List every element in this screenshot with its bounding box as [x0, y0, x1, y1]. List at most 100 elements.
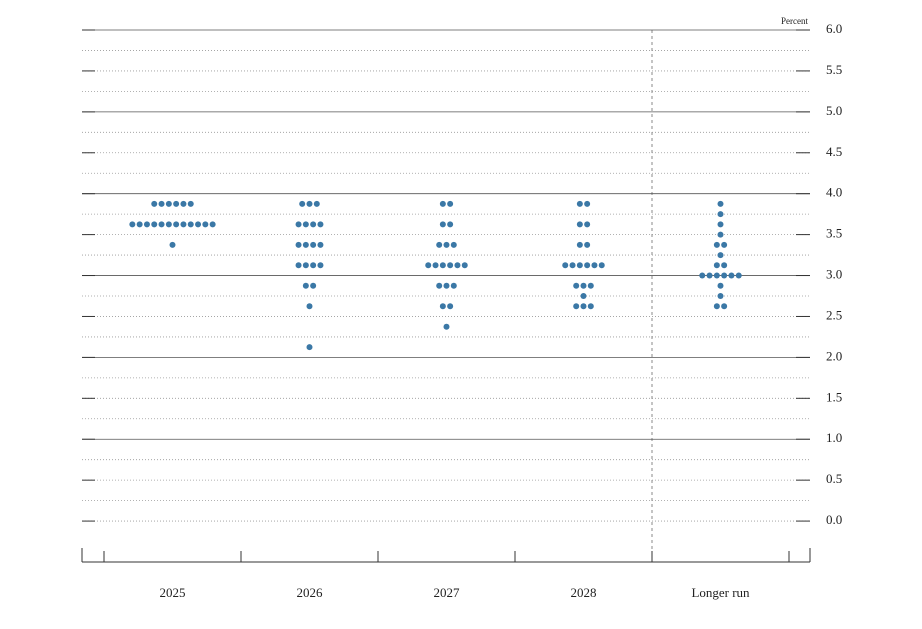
dot: [158, 221, 165, 228]
y-tick-label: 1.5: [826, 389, 842, 404]
dot: [425, 262, 432, 269]
y-tick-label: 3.0: [826, 267, 842, 282]
dot: [169, 241, 176, 248]
x-tick-label: 2028: [571, 585, 597, 600]
dot: [580, 303, 587, 310]
dot: [713, 262, 720, 269]
dot: [450, 282, 457, 289]
dot: [717, 282, 724, 289]
dot: [195, 221, 202, 228]
dot: [317, 262, 324, 269]
dot: [562, 262, 569, 269]
dot: [173, 221, 180, 228]
dot: [573, 282, 580, 289]
dot: [295, 221, 302, 228]
dot: [721, 241, 728, 248]
dot: [713, 303, 720, 310]
y-axis-label: Percent: [781, 16, 808, 26]
dot: [306, 200, 313, 207]
dot: [587, 303, 594, 310]
dot: [717, 211, 724, 218]
dot: [310, 282, 317, 289]
dot: [151, 200, 158, 207]
dot: [717, 252, 724, 259]
dot: [721, 272, 728, 279]
dot: [443, 323, 450, 330]
dot: [136, 221, 143, 228]
dot: [295, 241, 302, 248]
dot: [584, 221, 591, 228]
dot: [317, 241, 324, 248]
dot: [717, 221, 724, 228]
dot: [447, 303, 454, 310]
dot: [439, 262, 446, 269]
dot: [173, 200, 180, 207]
x-tick-label: Longer run: [691, 585, 750, 600]
dot: [569, 262, 576, 269]
y-tick-label: 4.5: [826, 144, 842, 159]
dot: [699, 272, 706, 279]
dot: [587, 282, 594, 289]
dot: [187, 200, 194, 207]
dot: [302, 282, 309, 289]
dot: [443, 241, 450, 248]
y-tick-label: 2.0: [826, 348, 842, 363]
dot: [450, 241, 457, 248]
dot: [584, 241, 591, 248]
y-tick-label: 1.0: [826, 430, 842, 445]
dot: [591, 262, 598, 269]
y-tick-label: 3.5: [826, 226, 842, 241]
dot: [713, 272, 720, 279]
dot: [706, 272, 713, 279]
y-tick-label: 5.0: [826, 103, 842, 118]
dot: [306, 344, 313, 351]
dot: [717, 200, 724, 207]
dot: [439, 200, 446, 207]
dot: [454, 262, 461, 269]
dot: [302, 221, 309, 228]
y-tick-label: 0.5: [826, 471, 842, 486]
dot: [432, 262, 439, 269]
dot: [310, 262, 317, 269]
dot: [447, 200, 454, 207]
dot: [584, 262, 591, 269]
dot: [313, 200, 320, 207]
dot: [317, 221, 324, 228]
dot: [461, 262, 468, 269]
dot: [580, 293, 587, 299]
dot: [158, 200, 165, 207]
dot: [151, 221, 158, 228]
dot: [180, 200, 187, 207]
dot: [180, 221, 187, 228]
dot: [447, 262, 454, 269]
dot: [735, 272, 742, 279]
y-tick-label: 2.5: [826, 307, 842, 322]
y-tick-label: 5.5: [826, 62, 842, 77]
dot: [310, 221, 317, 228]
y-tick-label: 0.0: [826, 512, 842, 527]
x-tick-label: 2025: [160, 585, 186, 600]
dot: [202, 221, 209, 228]
dot: [302, 262, 309, 269]
dot: [576, 221, 583, 228]
dot: [143, 221, 150, 228]
dot: [573, 303, 580, 310]
dot: [728, 272, 735, 279]
dot: [717, 231, 724, 238]
dot: [310, 241, 317, 248]
dot: [129, 221, 136, 228]
dot: [584, 200, 591, 207]
dot: [439, 303, 446, 310]
dot: [576, 262, 583, 269]
dot: [209, 221, 216, 228]
dot: [295, 262, 302, 269]
dot: [165, 200, 172, 207]
y-tick-label: 4.0: [826, 185, 842, 200]
dot: [306, 303, 313, 310]
x-tick-label: 2027: [434, 585, 461, 600]
dot: [721, 303, 728, 310]
dot: [439, 221, 446, 228]
dot: [447, 221, 454, 228]
dot: [576, 200, 583, 207]
